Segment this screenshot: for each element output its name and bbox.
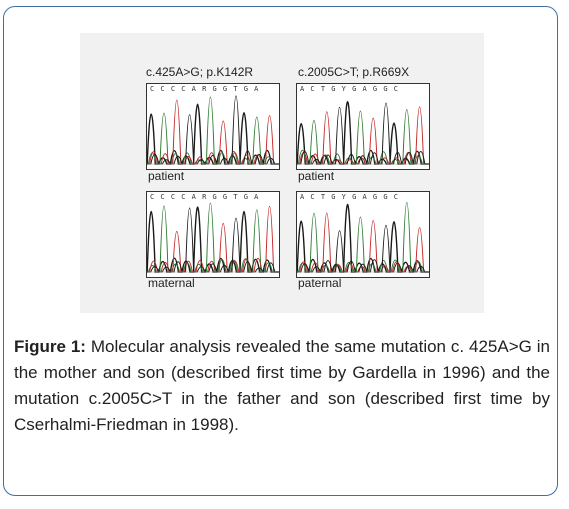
- chromatogram-patient-right: ACTGYGAGGC: [296, 83, 430, 170]
- caption-label: Figure 1:: [14, 337, 86, 356]
- sample-label-maternal: maternal: [148, 276, 195, 290]
- sequence-readout: CCCCARGGTGA: [150, 193, 265, 201]
- mutation-title-right: c.2005C>T; p.R669X: [298, 65, 410, 79]
- chromatogram-trace: [147, 96, 279, 165]
- sequence-readout: ACTGYGAGGC: [300, 193, 405, 201]
- sequence-readout: ACTGYGAGGC: [300, 85, 405, 93]
- chromatogram-trace: [147, 202, 279, 273]
- sample-label-patient-right: patient: [298, 169, 335, 183]
- sequencing-figure: c.425A>G; p.K142R c.2005C>T; p.R669X CCC…: [80, 33, 484, 313]
- chromatogram-trace: [297, 109, 429, 165]
- figure-caption: Figure 1: Molecular analysis revealed th…: [14, 334, 550, 438]
- chromatogram-trace: [297, 201, 429, 273]
- mutation-title-left: c.425A>G; p.K142R: [146, 65, 254, 79]
- sample-label-paternal: paternal: [298, 276, 342, 290]
- chromatogram-paternal: ACTGYGAGGC: [296, 191, 430, 278]
- chromatogram-maternal: CCCCARGGTGA: [146, 191, 280, 278]
- sequence-readout: CCCCARGGTGA: [150, 85, 265, 93]
- caption-text: Molecular analysis revealed the same mut…: [14, 337, 550, 434]
- chromatogram-patient-left: CCCCARGGTGA: [146, 83, 280, 170]
- sample-label-patient-left: patient: [148, 169, 185, 183]
